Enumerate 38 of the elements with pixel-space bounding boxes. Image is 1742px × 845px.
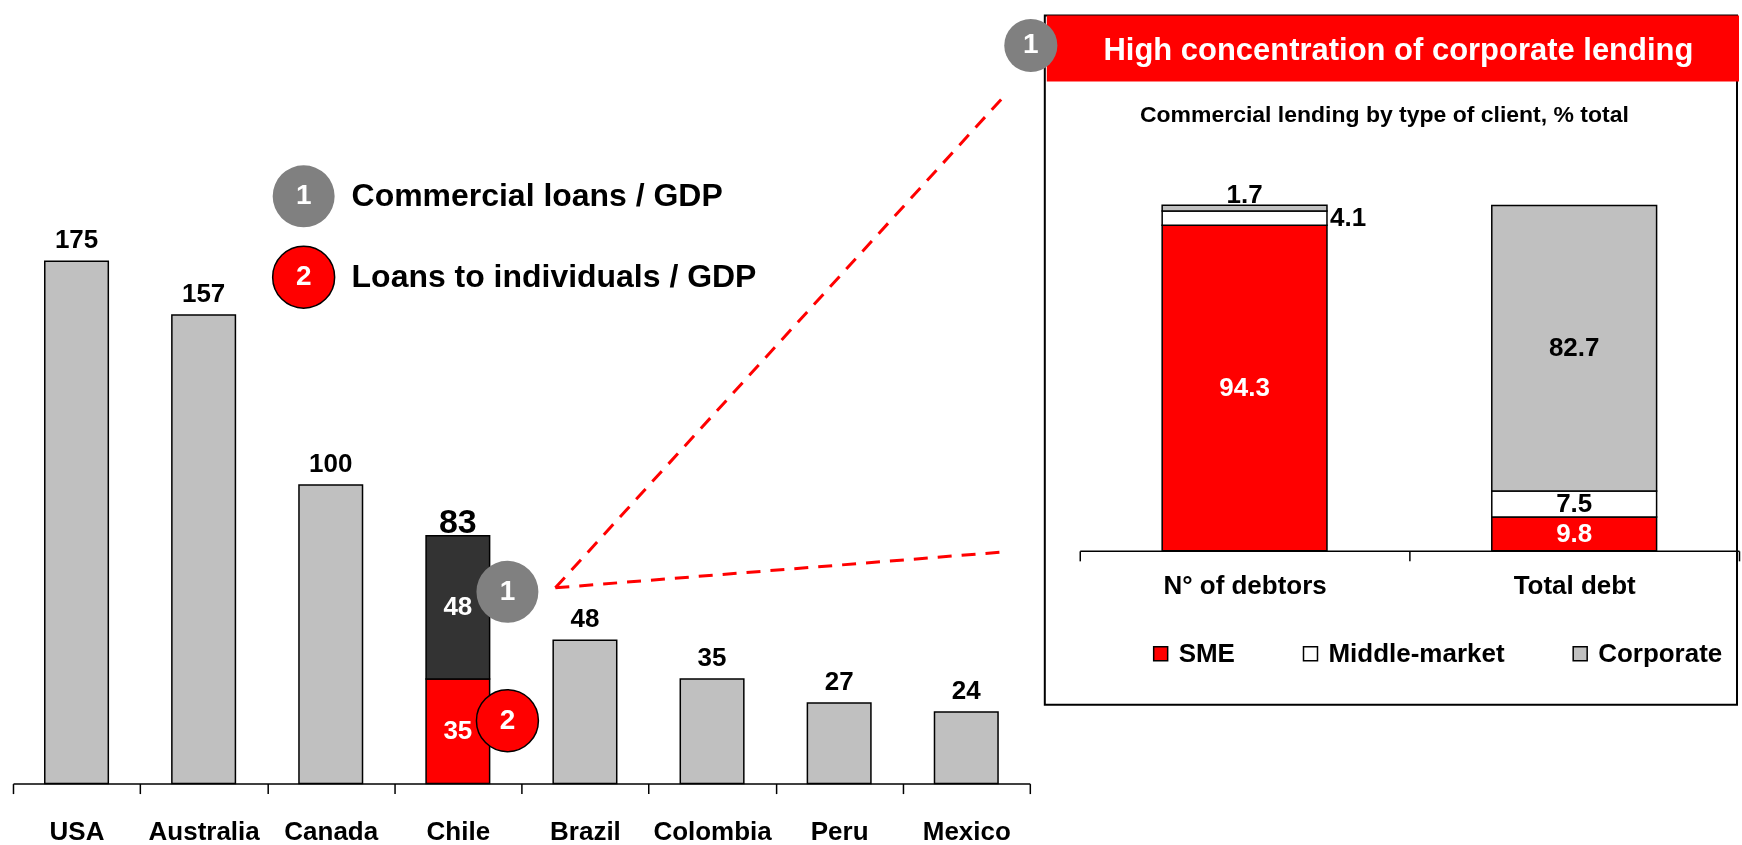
data-label: 27: [824, 666, 854, 696]
annotation: 2: [295, 260, 312, 292]
data-label: 1.7: [1226, 179, 1263, 210]
annotation: 2: [499, 703, 516, 735]
data-label: 35: [443, 715, 473, 746]
annotation: 1: [499, 574, 516, 606]
annotation: Loans to individuals / GDP: [351, 258, 757, 295]
x-tick-label: Mexico: [922, 816, 1011, 845]
x-tick-label: Colombia: [653, 816, 773, 845]
data-label: 100: [309, 448, 353, 479]
x-tick-label: Chile: [426, 816, 491, 845]
data-label: 175: [54, 224, 99, 255]
data-label: 48: [570, 603, 600, 634]
x-tick-label: Canada: [284, 816, 379, 845]
data-label: 157: [181, 277, 226, 308]
x-tick-label: Brazil: [550, 816, 621, 845]
data-label: 94.3: [1219, 372, 1270, 403]
data-label: 35: [697, 642, 727, 673]
text: Commercial loans / GDP: [351, 177, 723, 214]
data-label: 9.8: [1556, 517, 1593, 548]
data-label: 82.7: [1548, 332, 1600, 363]
x-tick-label: N° of debtors: [1163, 570, 1327, 601]
text: 1: [295, 179, 312, 211]
chart-title: High concentration of corporate lending: [1103, 32, 1694, 68]
text: 1: [1023, 28, 1039, 60]
x-tick-label: Australia: [148, 816, 261, 845]
total-label: 83: [438, 501, 477, 540]
data-label: 4.1: [1329, 202, 1367, 233]
x-tick-label: Total debt: [1513, 570, 1637, 601]
legend-label: Corporate: [1598, 637, 1723, 668]
data-label: 48: [443, 591, 473, 622]
legend-label: Middle-market: [1328, 637, 1505, 668]
x-tick-label: Peru: [810, 816, 869, 845]
chart-subtitle: Commercial lending by type of client, % total: [1140, 101, 1629, 128]
data-label: 24: [951, 674, 982, 705]
data-label: 7.5: [1556, 488, 1593, 519]
legend-label: SME: [1178, 637, 1235, 668]
x-tick-label: USA: [49, 816, 105, 845]
